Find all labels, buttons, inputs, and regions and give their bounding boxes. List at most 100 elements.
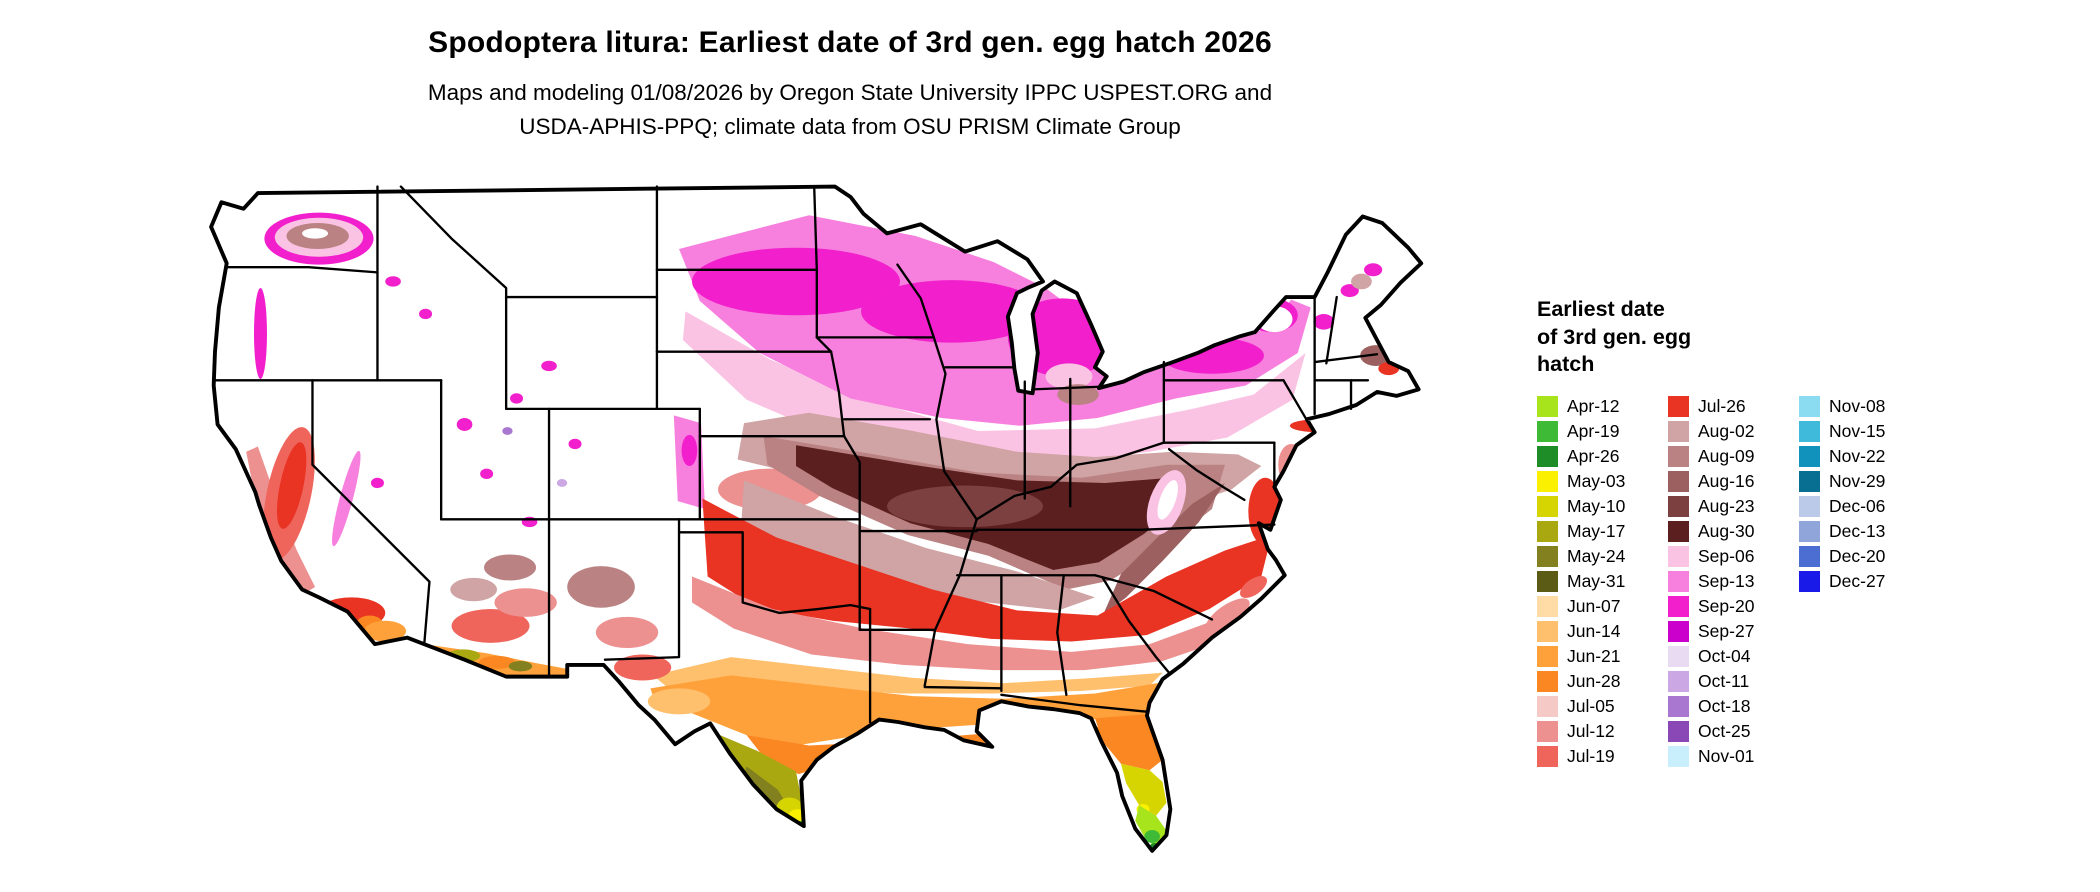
map-region	[650, 675, 1158, 746]
legend-label: Dec-13	[1829, 520, 1886, 541]
legend-label: Sep-06	[1698, 545, 1755, 566]
legend-swatch	[1668, 720, 1689, 742]
legend-swatch	[1799, 495, 1820, 517]
legend-swatch	[1668, 520, 1689, 542]
legend-row: Jun-07	[1537, 594, 1668, 619]
map-region	[692, 247, 900, 316]
legend-row: Apr-26	[1537, 444, 1668, 469]
map-region	[1157, 480, 1178, 520]
map-region	[741, 480, 1095, 611]
page-subtitle: Maps and modeling 01/08/2026 by Oregon S…	[0, 76, 1700, 144]
legend-label: Sep-20	[1698, 595, 1755, 616]
map-region	[1289, 419, 1348, 433]
map-region	[1094, 714, 1163, 771]
legend-label: Aug-30	[1698, 520, 1755, 541]
legend-label: Nov-22	[1829, 445, 1886, 466]
legend-row: Sep-27	[1668, 619, 1799, 644]
map-region	[1351, 273, 1372, 290]
legend-label: May-03	[1567, 470, 1626, 491]
legend-swatch	[1537, 445, 1558, 467]
map-region	[692, 576, 1254, 671]
legend-label: Jun-14	[1567, 620, 1621, 641]
legend-label: Apr-19	[1567, 420, 1620, 441]
legend-swatch	[1537, 620, 1558, 642]
legend-row: Aug-09	[1668, 444, 1799, 469]
us-map	[185, 158, 1485, 882]
legend-label: Aug-09	[1698, 445, 1755, 466]
legend-label: May-10	[1567, 495, 1626, 516]
map-region	[1240, 575, 1268, 598]
map-region	[1364, 263, 1383, 277]
legend-row: Jul-19	[1537, 744, 1668, 769]
legend-swatch	[1668, 695, 1689, 717]
legend-swatch	[1668, 620, 1689, 642]
legend-row: Dec-20	[1799, 544, 1930, 569]
legend-row: Aug-02	[1668, 419, 1799, 444]
legend-row: May-10	[1537, 494, 1668, 519]
legend-swatch	[1668, 570, 1689, 592]
legend-swatch	[1799, 395, 1820, 417]
legend-column-1: Apr-12 Apr-19 Apr-26 May-03 May-10 May-17 May-…	[1537, 394, 1668, 769]
map-region	[1057, 384, 1099, 405]
legend-row: Oct-18	[1668, 694, 1799, 719]
legend-label: Aug-23	[1698, 495, 1755, 516]
legend-swatch	[1668, 395, 1689, 417]
map-region	[647, 688, 711, 715]
map-region	[1278, 443, 1305, 486]
legend-label: Jun-07	[1567, 595, 1621, 616]
legend-row: Nov-15	[1799, 419, 1930, 444]
map-region	[510, 393, 524, 404]
legend-swatch	[1537, 645, 1558, 667]
legend-swatch	[1668, 495, 1689, 517]
legend-label: Nov-01	[1698, 745, 1755, 766]
legend-row: Oct-04	[1668, 644, 1799, 669]
legend-label: Jun-28	[1567, 670, 1621, 691]
legend-swatch	[1537, 595, 1558, 617]
legend-swatch	[1668, 420, 1689, 442]
legend-row: Dec-13	[1799, 519, 1930, 544]
legend-row: Jun-28	[1537, 669, 1668, 694]
legend-label: Jun-21	[1567, 645, 1621, 666]
legend-swatch	[1668, 595, 1689, 617]
map-region	[484, 554, 537, 581]
legend-row: Jul-05	[1537, 694, 1668, 719]
legend-swatch	[1668, 470, 1689, 492]
map-region	[556, 479, 568, 487]
legend-row: May-31	[1537, 569, 1668, 594]
legend-swatch	[1537, 520, 1558, 542]
legend-label: May-31	[1567, 570, 1626, 591]
legend-label: Nov-29	[1829, 470, 1886, 491]
legend-label: Jul-26	[1698, 395, 1746, 416]
map-region	[480, 468, 494, 480]
legend-label: Dec-20	[1829, 545, 1886, 566]
legend-swatch	[1799, 420, 1820, 442]
legend-swatch	[1537, 420, 1558, 442]
legend-swatch	[1668, 545, 1689, 567]
legend-row: Oct-11	[1668, 669, 1799, 694]
subtitle-line-2: USDA-APHIS-PPQ; climate data from OSU PR…	[519, 113, 1181, 139]
legend-row: Nov-01	[1668, 744, 1799, 769]
legend-title: Earliest date of 3rd gen. egg hatch	[1537, 296, 1967, 379]
map-region	[385, 276, 401, 287]
state-borders	[213, 185, 1379, 724]
legend-swatch	[1668, 670, 1689, 692]
map-region	[1102, 482, 1225, 616]
legend-swatch	[1537, 470, 1558, 492]
legend-swatch	[1799, 520, 1820, 542]
legend-swatch	[1799, 470, 1820, 492]
map-region	[1205, 598, 1250, 633]
legend-label: Nov-15	[1829, 420, 1886, 441]
legend-row: Aug-23	[1668, 494, 1799, 519]
map-region	[860, 280, 1043, 343]
map-region	[567, 566, 635, 608]
map-region	[541, 360, 557, 372]
legend-swatch	[1799, 545, 1820, 567]
legend-label: Aug-16	[1698, 470, 1755, 491]
legend-row: Sep-20	[1668, 594, 1799, 619]
legend-swatch	[1537, 570, 1558, 592]
map-region	[1120, 763, 1167, 816]
map-region	[276, 442, 307, 529]
legend-swatch	[1537, 670, 1558, 692]
legend-label: Aug-02	[1698, 420, 1755, 441]
map-region	[1340, 284, 1359, 298]
